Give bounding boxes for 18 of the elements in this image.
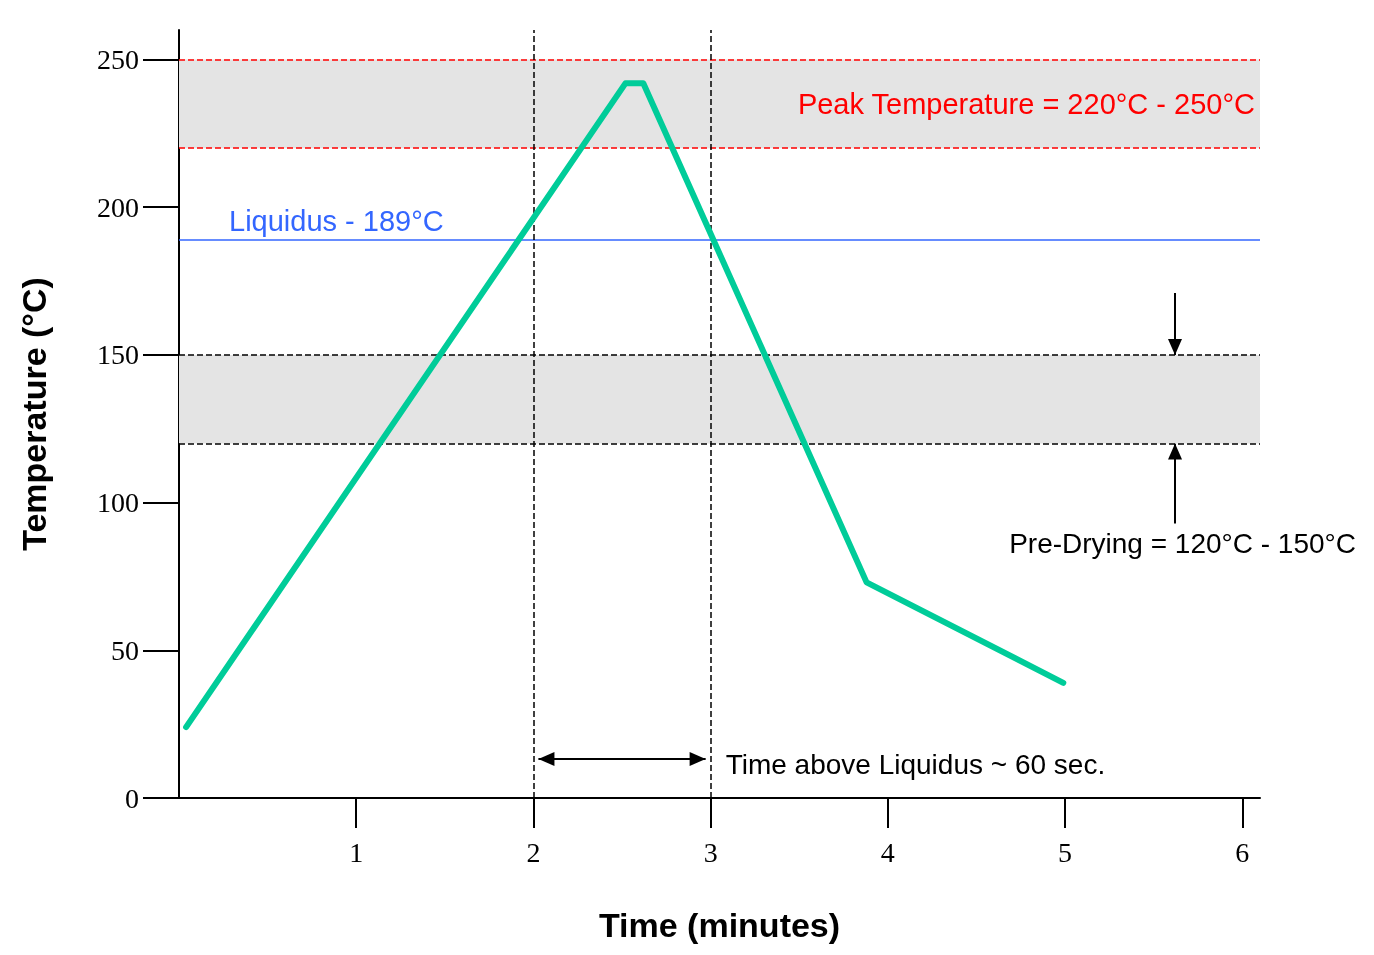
y-tick-label: 50	[111, 634, 139, 666]
band-label: Peak Temperature = 220°C - 250°C	[797, 87, 1255, 120]
y-axis-title: Temperature (°C)	[15, 277, 53, 551]
x-tick-label: 2	[526, 836, 541, 868]
x-tick-label: 4	[880, 836, 895, 868]
y-tick-label: 150	[97, 339, 139, 371]
x-tick-label: 3	[703, 836, 718, 868]
x-tick-label: 1	[349, 836, 364, 868]
y-tick-label: 0	[125, 782, 139, 814]
x-tick-label: 6	[1235, 836, 1250, 868]
y-tick-label: 250	[97, 44, 139, 76]
ref-line-label: Liquidus - 189°C	[229, 205, 444, 238]
annotation: Time above Liquidus ~ 60 sec.	[725, 748, 1106, 780]
x-axis-title: Time (minutes)	[598, 906, 841, 944]
x-tick-label: 5	[1058, 836, 1073, 868]
y-tick-label: 100	[97, 487, 139, 519]
y-tick-label: 200	[97, 191, 139, 223]
band-label: Pre-Drying = 120°C - 150°C	[1009, 528, 1356, 560]
